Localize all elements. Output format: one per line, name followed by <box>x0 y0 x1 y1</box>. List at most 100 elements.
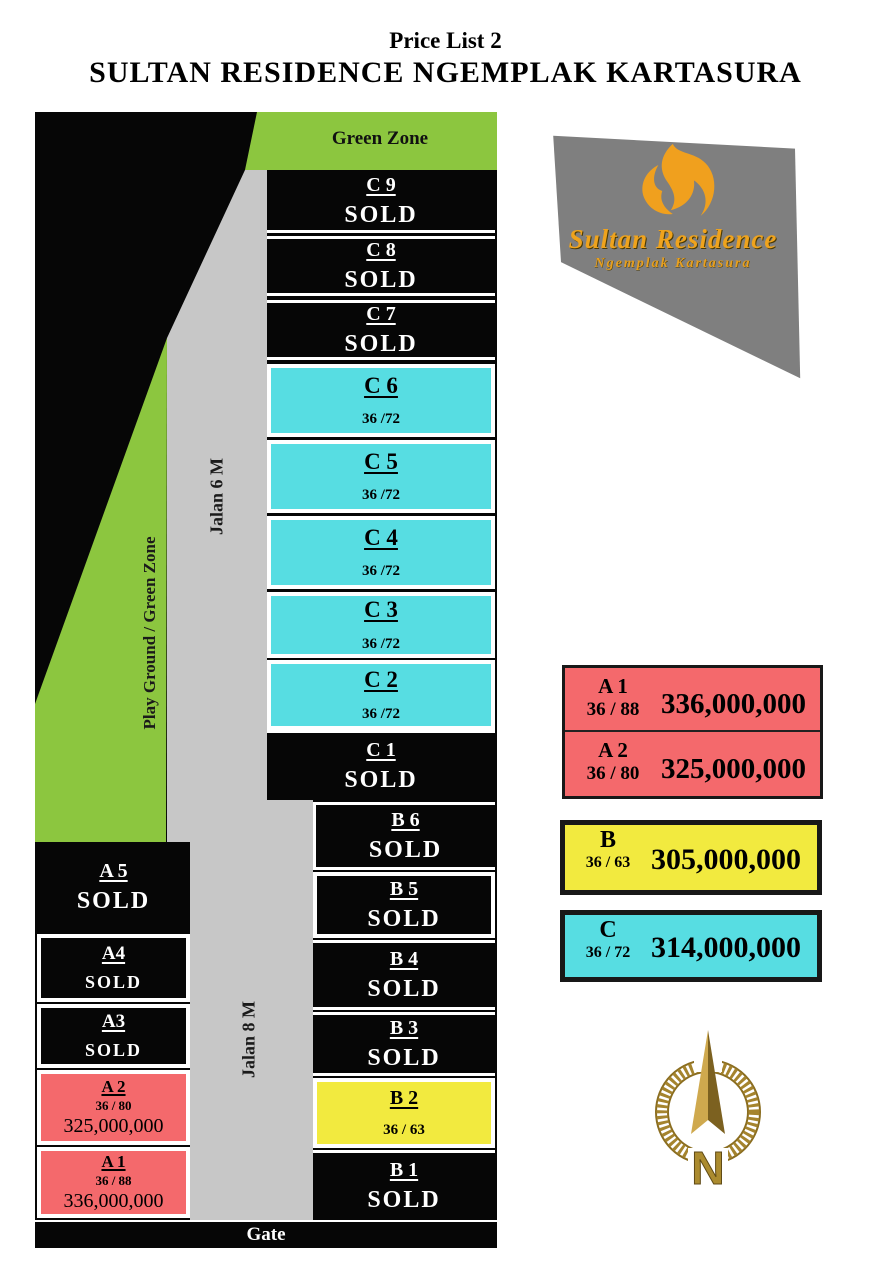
plot-a5: A 5 SOLD <box>37 842 190 932</box>
plot-title: A3 <box>101 1010 126 1032</box>
plot-title: B 3 <box>389 1016 419 1039</box>
plot-b4: B 4 SOLD <box>313 940 495 1010</box>
plot-a4: A4 SOLD <box>37 934 190 1002</box>
legend-size: 36 / 88 <box>586 699 640 720</box>
legend-type-c: C 36 / 72 314,000,000 <box>560 910 822 982</box>
plot-status: SOLD <box>76 887 151 914</box>
plot-status: SOLD <box>344 767 418 793</box>
road-6m-label: Jalan 6 M <box>206 458 227 536</box>
legend-size: 36 / 63 <box>585 854 631 871</box>
legend-label: C <box>599 917 617 943</box>
plot-status: SOLD <box>367 905 441 932</box>
flame-logo-icon <box>642 143 715 216</box>
plot-c8: C 8 SOLD <box>267 236 495 296</box>
page-title-line2: SULTAN RESIDENCE NGEMPLAK KARTASURA <box>89 56 802 89</box>
plot-c4: C 4 36 /72 <box>267 516 495 589</box>
plot-c6: C 6 36 /72 <box>267 364 495 437</box>
plot-size: 36 / 63 <box>383 1122 425 1138</box>
logo-location-text: Ngemplak Kartasura <box>594 256 752 271</box>
plot-status: SOLD <box>84 972 143 993</box>
legend-label: A 1 <box>598 674 628 698</box>
plot-b1: B 1 SOLD <box>313 1150 495 1220</box>
road-8m-label: Jalan 8 M <box>238 1001 259 1079</box>
plot-title: C 2 <box>364 667 398 693</box>
plot-price: 325,000,000 <box>63 1114 164 1137</box>
plot-a2: A 2 36 / 80 325,000,000 <box>37 1070 190 1145</box>
page-title: Price List 2 SULTAN RESIDENCE NGEMPLAK K… <box>0 28 891 90</box>
legend-price: 305,000,000 <box>651 842 801 876</box>
legend-type-a: A 1 36 / 88 336,000,000 A 2 36 / 80 325,… <box>562 665 823 799</box>
legend-left: C 36 / 72 <box>565 915 651 977</box>
plot-c5: C 5 36 /72 <box>267 440 495 513</box>
page-title-line1: Price List 2 <box>389 28 502 53</box>
legend-price: 325,000,000 <box>661 752 806 785</box>
site-plan-map: Green Zone Play Ground / Green Zone Jala… <box>35 112 497 1248</box>
legend-size: 36 / 80 <box>586 763 640 784</box>
plot-c1: C 1 SOLD <box>267 730 495 800</box>
green-zone-banner: Green Zone <box>245 112 497 170</box>
legend-left: A 1 36 / 88 <box>565 670 661 730</box>
plot-title: B 4 <box>389 947 419 970</box>
plot-b3: B 3 SOLD <box>313 1012 495 1076</box>
plot-title: C 7 <box>366 302 396 325</box>
gate-bar: Gate <box>35 1220 497 1248</box>
plot-status: SOLD <box>344 266 418 293</box>
plot-title: C 8 <box>366 238 396 261</box>
gate-label: Gate <box>246 1224 286 1245</box>
plot-title: B 5 <box>389 877 419 900</box>
plot-title: C 9 <box>366 173 396 196</box>
plot-a1: A 1 36 / 88 336,000,000 <box>37 1147 190 1218</box>
plot-title: A 2 <box>101 1077 126 1097</box>
plot-size: 36 / 88 <box>95 1172 132 1188</box>
plot-c9: C 9 SOLD <box>267 172 495 233</box>
plot-c2: C 2 36 /72 <box>267 660 495 730</box>
logo-gray-plate: Sultan Residence Ngemplak Kartasura <box>553 135 801 379</box>
plot-title: B 1 <box>389 1159 419 1181</box>
legend-label: A 2 <box>598 738 628 762</box>
plot-title: A 1 <box>101 1152 126 1172</box>
plot-c3: C 3 36 /72 <box>267 592 495 658</box>
legend-price: 336,000,000 <box>661 687 806 720</box>
plot-size: 36 /72 <box>362 705 400 722</box>
plot-size: 36 /72 <box>362 411 400 428</box>
plot-status: SOLD <box>368 836 443 863</box>
plot-c7: C 7 SOLD <box>267 300 495 360</box>
plot-price: 336,000,000 <box>63 1189 164 1212</box>
plot-b6: B 6 SOLD <box>313 802 495 870</box>
playground-label: Play Ground / Green Zone <box>140 536 159 730</box>
plot-status: SOLD <box>367 975 441 1002</box>
plot-size: 36 /72 <box>362 635 400 652</box>
plot-title: A 5 <box>99 859 128 882</box>
plot-size: 36 / 80 <box>95 1097 132 1113</box>
svg-text:N: N <box>691 1142 724 1194</box>
legend-row-a2: A 2 36 / 80 325,000,000 <box>565 732 820 796</box>
plot-title: B 6 <box>391 808 420 831</box>
brand-logo: Sultan Residence Ngemplak Kartasura <box>548 128 816 396</box>
plot-status: SOLD <box>367 1187 441 1213</box>
green-zone-label: Green Zone <box>331 128 429 149</box>
plot-status: SOLD <box>344 330 418 357</box>
plot-b2: B 2 36 / 63 <box>313 1078 495 1148</box>
plot-title: C 5 <box>364 448 398 474</box>
legend-row-a1: A 1 36 / 88 336,000,000 <box>565 668 820 732</box>
plot-size: 36 /72 <box>362 563 400 580</box>
legend-label: B <box>599 827 616 853</box>
legend-left: A 2 36 / 80 <box>565 734 661 796</box>
legend-left: B 36 / 63 <box>565 825 651 890</box>
legend-size: 36 / 72 <box>585 944 631 961</box>
plot-title: C 4 <box>364 524 398 550</box>
plot-size: 36 /72 <box>362 487 400 504</box>
legend-type-b: B 36 / 63 305,000,000 <box>560 820 822 895</box>
legend-price: 314,000,000 <box>651 931 801 964</box>
plot-b5: B 5 SOLD <box>313 872 495 938</box>
plot-title: C 6 <box>364 372 398 398</box>
plot-title: A4 <box>101 942 126 964</box>
logo-brand-text: Sultan Residence <box>568 224 778 254</box>
plot-a3: A3 SOLD <box>37 1004 190 1068</box>
compass-north-icon: N <box>655 1030 761 1195</box>
plot-status: SOLD <box>367 1044 441 1071</box>
plot-status: SOLD <box>84 1040 143 1061</box>
plot-title: C 3 <box>364 597 398 623</box>
plot-title: C 1 <box>366 739 396 761</box>
